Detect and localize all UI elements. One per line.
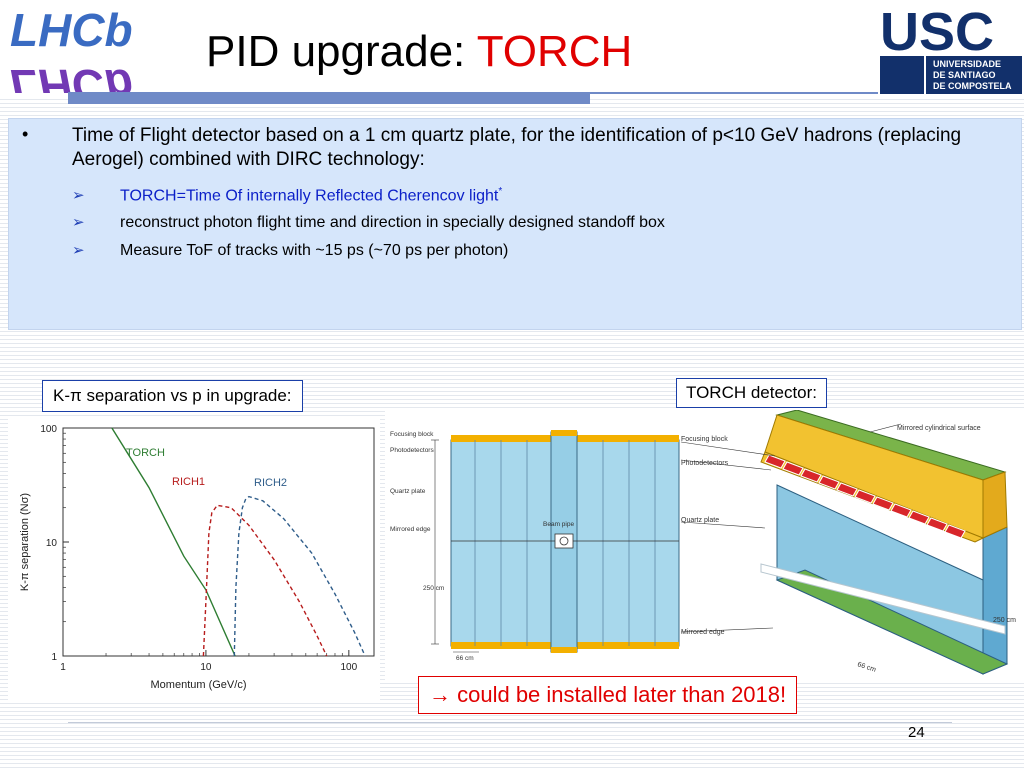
subbullet-measure-tof: ➢ Measure ToF of tracks with ~15 ps (~70 … xyxy=(72,241,508,261)
kpi-chart-caption: K-π separation vs p in upgrade: xyxy=(42,380,303,412)
torch-detector-diagrams: Focusing block Photodetectors Quartz pla… xyxy=(385,409,1024,682)
x-tick-label: 1 xyxy=(60,662,66,673)
series-line-rich1 xyxy=(202,504,328,657)
3d-label-photodetectors: Photodetectors xyxy=(681,460,729,467)
usc-logo: USC UNIVERSIDADE DE SANTIAGO DE COMPOSTE… xyxy=(878,0,1024,96)
content-box xyxy=(8,118,1022,330)
slide-title: PID upgrade: TORCH xyxy=(206,26,632,78)
slide-title-accent: TORCH xyxy=(476,27,633,76)
3d-label-mirrored-edge: Mirrored edge xyxy=(681,629,725,636)
arrow-bullet-icon: ➢ xyxy=(72,242,85,259)
footer-divider xyxy=(68,722,952,723)
x-tick-label: 10 xyxy=(200,662,212,673)
3d-label-66cm: 66 cm xyxy=(856,661,876,674)
kpi-separation-chart: 1 10 100 1 10 100 Momentum (GeV/c) K-π separati… xyxy=(8,418,380,700)
y-axis-label: K-π separation (Nσ) xyxy=(19,493,31,591)
x-tick-label: 100 xyxy=(340,662,357,673)
front-label-focusing-block: Focusing block xyxy=(390,431,434,438)
subbullet-torch-definition: ➢ TORCH=Time Of internally Reflected Cher… xyxy=(72,182,502,206)
usc-logo-line2: DE SANTIAGO xyxy=(933,70,996,80)
subbullet-text: Measure ToF of tracks with ~15 ps (~70 p… xyxy=(120,242,509,259)
page-number: 24 xyxy=(908,724,925,741)
lhcb-logo: LHCb LHCb xyxy=(0,0,172,112)
slide-title-main: PID upgrade: xyxy=(206,27,477,76)
subbullet-reconstruct: ➢ reconstruct photon flight time and dire… xyxy=(72,213,665,233)
front-label-photodetectors: Photodetectors xyxy=(390,447,434,454)
lhcb-logo-text: LHCb xyxy=(10,4,133,56)
usc-logo-letters: USC xyxy=(880,2,994,62)
series-label-torch: TORCH xyxy=(126,447,165,459)
front-label-66cm: 66 cm xyxy=(456,655,474,662)
series-label-rich2: RICH2 xyxy=(254,477,287,489)
front-label-mirrored-edge: Mirrored edge xyxy=(390,526,431,533)
lhcb-logo-reflection: LHCb xyxy=(10,60,133,93)
3d-label-quartz-plate: Quartz plate xyxy=(681,517,719,524)
series-line-rich2 xyxy=(233,495,366,657)
y-tick-label: 100 xyxy=(40,424,57,435)
x-axis-label: Momentum (GeV/c) xyxy=(151,679,247,691)
subbullet-text: reconstruct photon flight time and direc… xyxy=(120,214,665,231)
y-tick-label: 1 xyxy=(51,652,57,663)
footnote-marker: * xyxy=(498,186,503,197)
front-label-250cm: 250 cm xyxy=(423,585,444,592)
chart-plot-frame xyxy=(62,427,375,657)
y-tick-label: 10 xyxy=(46,538,58,549)
bullet-icon: • xyxy=(22,124,29,144)
3d-label-250cm: 250 cm xyxy=(993,617,1016,624)
3d-label-focusing-block: Focusing block xyxy=(681,436,728,443)
front-label-beam-pipe: Beam pipe xyxy=(543,521,574,528)
bullet-text: Time of Flight detector based on a 1 cm … xyxy=(72,125,962,170)
series-line-torch xyxy=(111,427,236,657)
arrow-bullet-icon: ➢ xyxy=(72,187,85,205)
arrow-bullet-icon: ➢ xyxy=(72,214,85,231)
3d-label-mirrored-surface: Mirrored cylindrical surface xyxy=(897,425,981,432)
title-accent-bar xyxy=(68,92,590,104)
usc-logo-line3: DE COMPOSTELA xyxy=(933,81,1012,91)
usc-logo-line1: UNIVERSIDADE xyxy=(933,59,1001,69)
installation-note: → could be installed later than 2018! xyxy=(418,676,798,714)
front-label-quartz-plate: Quartz plate xyxy=(390,488,426,495)
series-label-rich1: RICH1 xyxy=(172,476,205,488)
torch-front-view-diagram: Focusing block Photodetectors Quartz pla… xyxy=(390,430,680,662)
subbullet-text: TORCH=Time Of internally Reflected Chere… xyxy=(120,187,499,205)
torch-3d-view-diagram: Mirrored cylindrical surface Focusing bl… xyxy=(680,409,1016,675)
torch-detector-caption: TORCH detector: xyxy=(676,378,828,408)
